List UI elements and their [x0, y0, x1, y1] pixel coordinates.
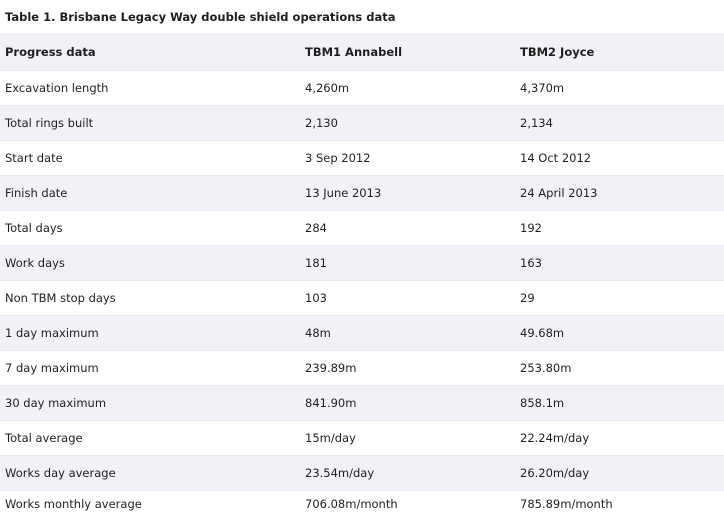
- table-row: 7 day maximum 239.89m 253.80m: [0, 350, 724, 386]
- table-row: Total average 15m/day 22.24m/day: [0, 420, 724, 456]
- header-tbm2: TBM2 Joyce: [515, 35, 724, 71]
- table-row: Start date 3 Sep 2012 14 Oct 2012: [0, 140, 724, 176]
- metric-cell: 30 day maximum: [0, 385, 300, 421]
- tbm2-value-cell: 49.68m: [515, 315, 724, 351]
- tbm1-value-cell: 15m/day: [300, 420, 515, 456]
- table-row: Works day average 23.54m/day 26.20m/day: [0, 455, 724, 491]
- metric-cell: Non TBM stop days: [0, 280, 300, 316]
- tbm2-value-cell: 24 April 2013: [515, 175, 724, 211]
- tbm2-value-cell: 2,134: [515, 105, 724, 141]
- table-row: Excavation length 4,260m 4,370m: [0, 70, 724, 106]
- tbm2-value-cell: 163: [515, 245, 724, 281]
- tbm2-value-cell: 785.89m/month: [515, 490, 724, 517]
- tbm2-value-cell: 26.20m/day: [515, 455, 724, 491]
- header-row: Progress data TBM1 Annabell TBM2 Joyce: [0, 35, 724, 71]
- metric-cell: Total average: [0, 420, 300, 456]
- table-row: Non TBM stop days 103 29: [0, 280, 724, 316]
- tbm1-value-cell: 103: [300, 280, 515, 316]
- header-tbm1: TBM1 Annabell: [300, 35, 515, 71]
- table-row: 1 day maximum 48m 49.68m: [0, 315, 724, 351]
- tbm1-value-cell: 706.08m/month: [300, 490, 515, 517]
- tbm1-value-cell: 23.54m/day: [300, 455, 515, 491]
- table-row: Total rings built 2,130 2,134: [0, 105, 724, 141]
- operations-data-table: Progress data TBM1 Annabell TBM2 Joyce E…: [0, 35, 724, 517]
- metric-cell: Work days: [0, 245, 300, 281]
- tbm1-value-cell: 13 June 2013: [300, 175, 515, 211]
- tbm2-value-cell: 14 Oct 2012: [515, 140, 724, 176]
- tbm1-value-cell: 841.90m: [300, 385, 515, 421]
- metric-cell: Start date: [0, 140, 300, 176]
- tbm1-value-cell: 48m: [300, 315, 515, 351]
- tbm1-value-cell: 239.89m: [300, 350, 515, 386]
- metric-cell: Finish date: [0, 175, 300, 211]
- header-progress-data: Progress data: [0, 35, 300, 71]
- tbm1-value-cell: 3 Sep 2012: [300, 140, 515, 176]
- metric-cell: Total days: [0, 210, 300, 246]
- tbm1-value-cell: 284: [300, 210, 515, 246]
- table-caption: Table 1. Brisbane Legacy Way double shie…: [0, 0, 724, 35]
- table-body: Excavation length 4,260m 4,370m Total rings…: [0, 70, 724, 517]
- metric-cell: Works day average: [0, 455, 300, 491]
- table-row: 30 day maximum 841.90m 858.1m: [0, 385, 724, 421]
- tbm2-value-cell: 253.80m: [515, 350, 724, 386]
- tbm2-value-cell: 858.1m: [515, 385, 724, 421]
- metric-cell: Works monthly average: [0, 490, 300, 517]
- tbm1-value-cell: 4,260m: [300, 70, 515, 106]
- tbm2-value-cell: 192: [515, 210, 724, 246]
- table-row: Finish date 13 June 2013 24 April 2013: [0, 175, 724, 211]
- metric-cell: 1 day maximum: [0, 315, 300, 351]
- metric-cell: Total rings built: [0, 105, 300, 141]
- tbm2-value-cell: 4,370m: [515, 70, 724, 106]
- tbm1-value-cell: 2,130: [300, 105, 515, 141]
- table-row: Total days 284 192: [0, 210, 724, 246]
- table-row: Works monthly average 706.08m/month 785.89…: [0, 490, 724, 517]
- metric-cell: 7 day maximum: [0, 350, 300, 386]
- tbm2-value-cell: 22.24m/day: [515, 420, 724, 456]
- tbm1-value-cell: 181: [300, 245, 515, 281]
- table-row: Work days 181 163: [0, 245, 724, 281]
- metric-cell: Excavation length: [0, 70, 300, 106]
- tbm2-value-cell: 29: [515, 280, 724, 316]
